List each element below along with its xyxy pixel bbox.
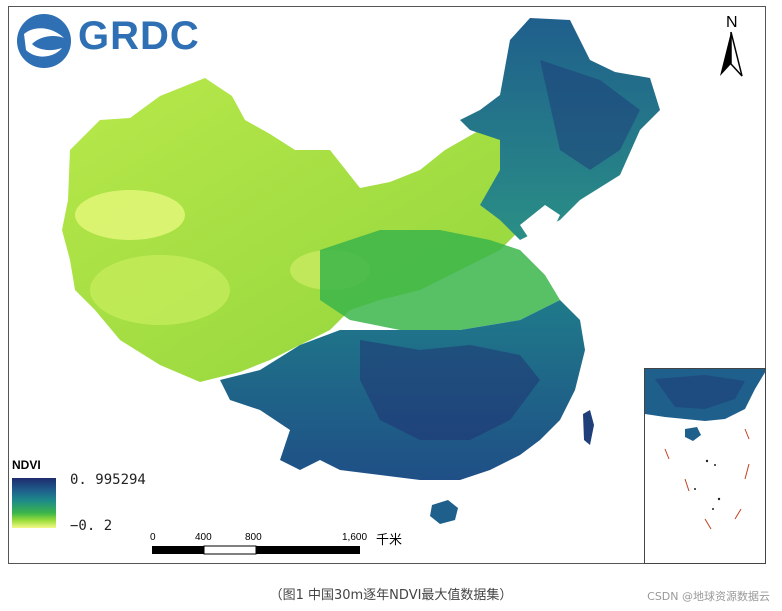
scale-tick-800: 800	[245, 532, 262, 543]
central-region	[320, 230, 560, 330]
legend-title: NDVI	[12, 458, 41, 472]
legend-color-ramp	[12, 478, 56, 528]
hainan-island	[430, 500, 458, 524]
scale-tick-0: 0	[150, 532, 156, 543]
north-label: N	[726, 14, 738, 31]
source-watermark: CSDN @地球资源数据云	[647, 590, 770, 603]
grdc-logo	[14, 10, 204, 72]
south-region	[220, 300, 585, 480]
scale-tick-400: 400	[195, 532, 212, 543]
globe-logo-icon	[17, 14, 71, 68]
legend-max-label: 0. 995294	[70, 472, 146, 488]
inset-map	[645, 369, 765, 530]
south-china-sea-inset	[644, 368, 766, 564]
scale-unit: 千米	[376, 532, 403, 547]
scale-bar	[152, 545, 360, 555]
north-arrow-icon	[720, 31, 743, 77]
figure-caption: （图1 中国30m逐年NDVI最大值数据集）	[269, 588, 513, 603]
taiwan-island	[583, 410, 594, 445]
legend-min-label: −0. 2	[70, 518, 113, 534]
logo-text: GRDC	[78, 14, 200, 58]
scale-tick-1600: 1,600	[342, 532, 368, 543]
